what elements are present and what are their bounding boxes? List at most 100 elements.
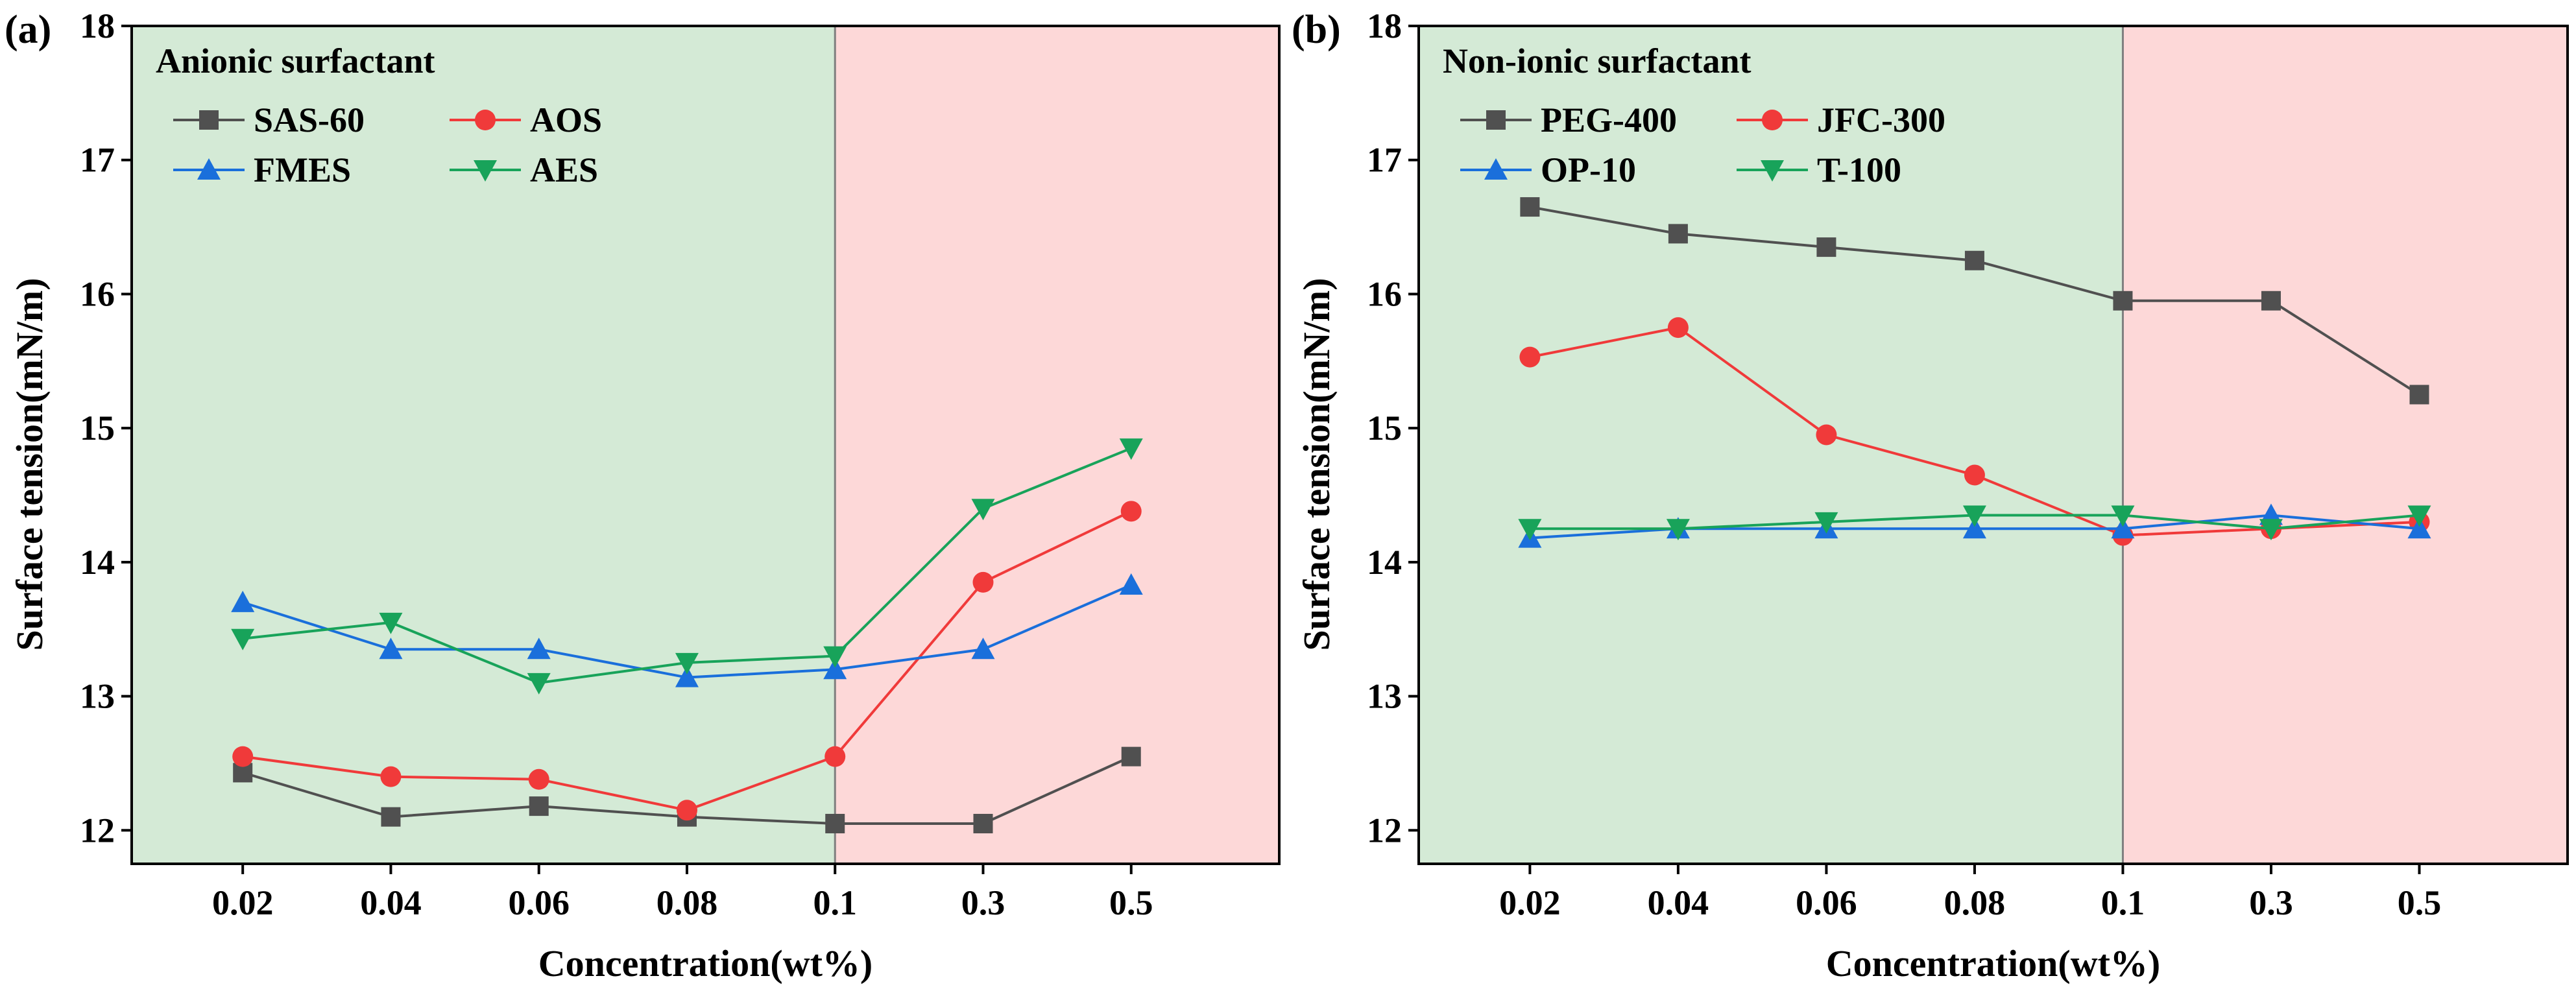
y-tick-label: 16: [1367, 274, 1402, 313]
panel-b-legend: PEG-400 JFC-300 OP-10 T-100: [1460, 101, 1945, 189]
panel-b-background-bands: [1419, 26, 2568, 864]
legend-label: AES: [530, 150, 598, 189]
data-point-T-100: [2111, 505, 2135, 527]
y-tick-label: 13: [80, 677, 115, 716]
panel-a-high-concentration-band: [835, 26, 1279, 864]
y-tick-label: 15: [1367, 409, 1402, 447]
data-point-FMES: [1119, 573, 1143, 595]
panel-a-low-concentration-band: [132, 26, 836, 864]
legend-label: T-100: [1817, 150, 1901, 189]
data-point-OP-10: [2407, 517, 2431, 539]
data-point-FMES: [971, 637, 995, 660]
legend-marker-T-100: [1761, 160, 1784, 182]
data-point-AOS: [825, 746, 846, 767]
y-tick-label: 18: [80, 6, 115, 45]
panel-b-label: (b): [1292, 8, 1341, 52]
y-tick-label: 15: [80, 409, 115, 447]
legend-item-FMES: FMES: [173, 150, 351, 189]
data-point-T-100: [1962, 505, 1986, 527]
data-point-AOS: [380, 766, 402, 787]
legend-label: SAS-60: [254, 101, 365, 139]
data-point-AOS: [232, 746, 254, 767]
panel-a-title: Anionic surfactant: [156, 42, 435, 80]
data-point-T-100: [1666, 519, 1690, 541]
data-point-OP-10: [2111, 517, 2135, 539]
data-point-AOS: [528, 768, 549, 790]
legend-item-AOS: AOS: [450, 101, 602, 139]
data-point-T-100: [1518, 519, 1542, 541]
legend-marker-SAS-60: [199, 110, 219, 130]
x-tick-label: 0.06: [1796, 883, 1857, 922]
panel-b-y-axis-title: Surface tension(mN/m): [1295, 278, 1338, 650]
y-tick-label: 14: [1367, 543, 1402, 582]
data-point-PEG-400: [1816, 237, 1836, 257]
panel-a-label: (a): [5, 8, 51, 52]
panel-a-y-ticks: 12 13 14 15 16 17 18: [80, 6, 132, 850]
data-point-AES: [675, 652, 699, 674]
y-tick-label: 12: [1367, 811, 1402, 850]
data-point-AOS: [972, 571, 994, 593]
series-T-100: [1518, 505, 2431, 541]
legend-marker-AES: [474, 160, 497, 182]
legend-item-T-100: T-100: [1737, 150, 1901, 189]
x-tick-label: 0.06: [508, 883, 570, 922]
data-point-FMES: [823, 658, 847, 680]
panel-a-x-axis-title: Concentration(wt%): [538, 942, 873, 984]
legend-item-PEG-400: PEG-400: [1460, 101, 1677, 139]
panel-b-x-axis-title: Concentration(wt%): [1826, 942, 2160, 984]
data-point-PEG-400: [1668, 224, 1688, 244]
legend-marker-FMES: [197, 158, 221, 180]
legend-item-OP-10: OP-10: [1460, 150, 1636, 189]
x-tick-label: 0.3: [2249, 883, 2293, 922]
y-tick-label: 17: [80, 141, 115, 180]
data-point-PEG-400: [2261, 291, 2281, 311]
panel-b-title: Non-ionic surfactant: [1443, 42, 1751, 80]
x-tick-label: 0.02: [212, 883, 274, 922]
panel-a-legend: SAS-60 AOS FMES AES: [173, 101, 602, 189]
data-point-PEG-400: [1964, 250, 1984, 270]
legend-label: FMES: [254, 150, 351, 189]
series-PEG-400: [1520, 197, 2429, 405]
panel-b-series: [1518, 197, 2431, 548]
data-point-AES: [231, 628, 255, 650]
legend-marker-AOS: [475, 110, 496, 130]
x-tick-label: 0.1: [2101, 883, 2145, 922]
x-tick-label: 0.3: [961, 883, 1005, 922]
x-tick-label: 0.08: [656, 883, 718, 922]
data-point-PEG-400: [2113, 291, 2133, 311]
series-FMES: [231, 573, 1143, 687]
panel-b-low-concentration-band: [1419, 26, 2123, 864]
y-tick-label: 16: [80, 274, 115, 313]
panel-b-x-ticks: 0.02 0.04 0.06 0.08 0.1 0.3 0.5: [1499, 864, 2441, 922]
x-tick-label: 0.1: [813, 883, 857, 922]
legend-label: JFC-300: [1817, 101, 1945, 139]
data-point-AES: [823, 646, 847, 668]
y-tick-label: 14: [80, 543, 115, 582]
data-point-JFC-300: [1816, 424, 1837, 446]
panel-b-plot-frame: [1417, 25, 2569, 865]
y-tick-label: 13: [1367, 677, 1402, 716]
x-tick-label: 0.5: [1109, 883, 1153, 922]
x-tick-label: 0.02: [1499, 883, 1561, 922]
data-point-SAS-60: [529, 796, 549, 816]
data-point-T-100: [2259, 519, 2283, 541]
data-point-OP-10: [1962, 517, 1986, 539]
data-point-PEG-400: [2409, 385, 2429, 405]
data-point-SAS-60: [1121, 746, 1141, 767]
panel-b-y-ticks: 12 13 14 15 16 17 18: [1367, 6, 1419, 850]
data-point-AES: [971, 499, 995, 521]
legend-item-AES: AES: [450, 150, 598, 189]
legend-marker-OP-10: [1484, 158, 1508, 180]
data-point-SAS-60: [381, 807, 401, 827]
panel-a-series: [231, 438, 1143, 833]
y-tick-label: 18: [1367, 6, 1402, 45]
data-point-AOS: [676, 800, 697, 821]
data-point-FMES: [379, 637, 403, 660]
series-AES: [231, 438, 1143, 695]
data-point-FMES: [527, 637, 551, 660]
x-tick-label: 0.08: [1944, 883, 2006, 922]
data-point-PEG-400: [1520, 197, 1540, 217]
y-tick-label: 12: [80, 811, 115, 850]
legend-marker-JFC-300: [1762, 110, 1783, 130]
